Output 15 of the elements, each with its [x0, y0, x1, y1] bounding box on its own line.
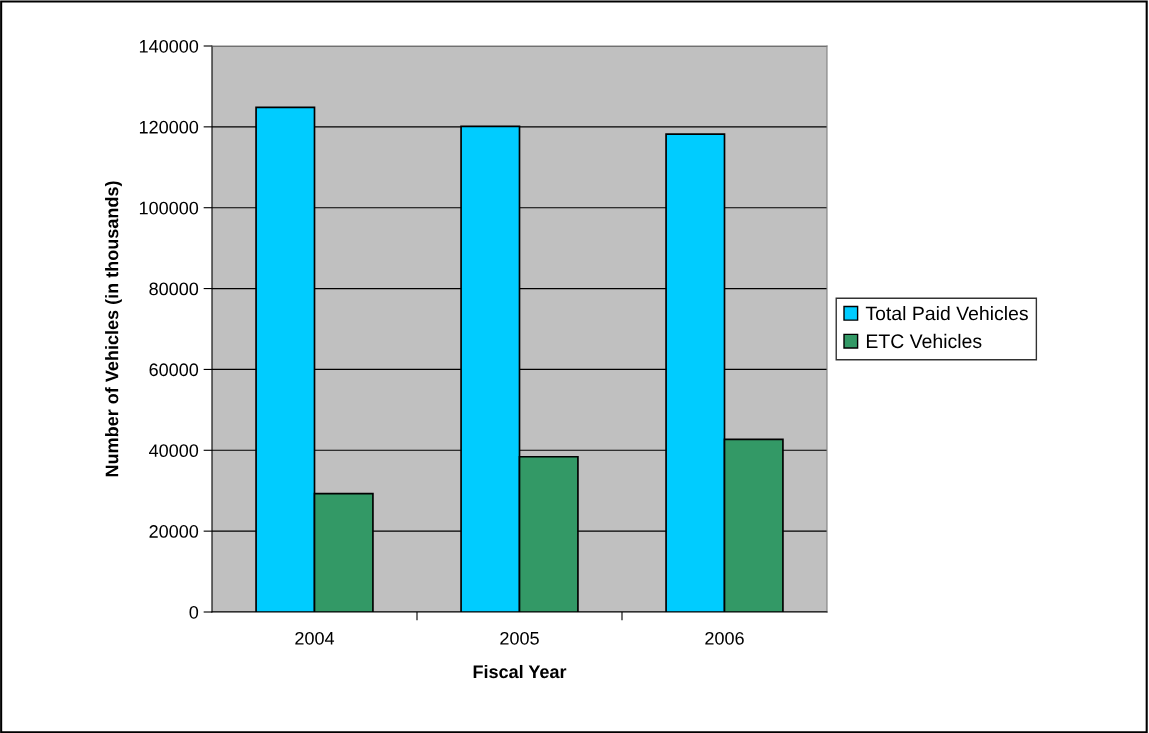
y-tick-label: 60000	[149, 363, 199, 377]
y-tick-label: 80000	[149, 282, 199, 296]
y-axis-title: Number of Vehicles (in thousands)	[105, 181, 122, 477]
x-tick-label: 2004	[295, 631, 335, 645]
y-tick-label: 120000	[139, 120, 199, 134]
y-tick-label: 140000	[139, 39, 199, 53]
x-axis-title: Fiscal Year	[473, 664, 567, 679]
y-tick-label: 20000	[149, 525, 199, 538]
y-tick-label: 40000	[149, 444, 199, 458]
legend-label: ETC Vehicles	[866, 333, 982, 349]
y-tick-label: 100000	[139, 201, 199, 215]
x-tick-label: 2005	[500, 631, 539, 645]
legend-label: Total Paid Vehicles	[865, 306, 1028, 321]
y-tick-label: 0	[189, 605, 199, 619]
x-tick-label: 2006	[705, 631, 744, 645]
